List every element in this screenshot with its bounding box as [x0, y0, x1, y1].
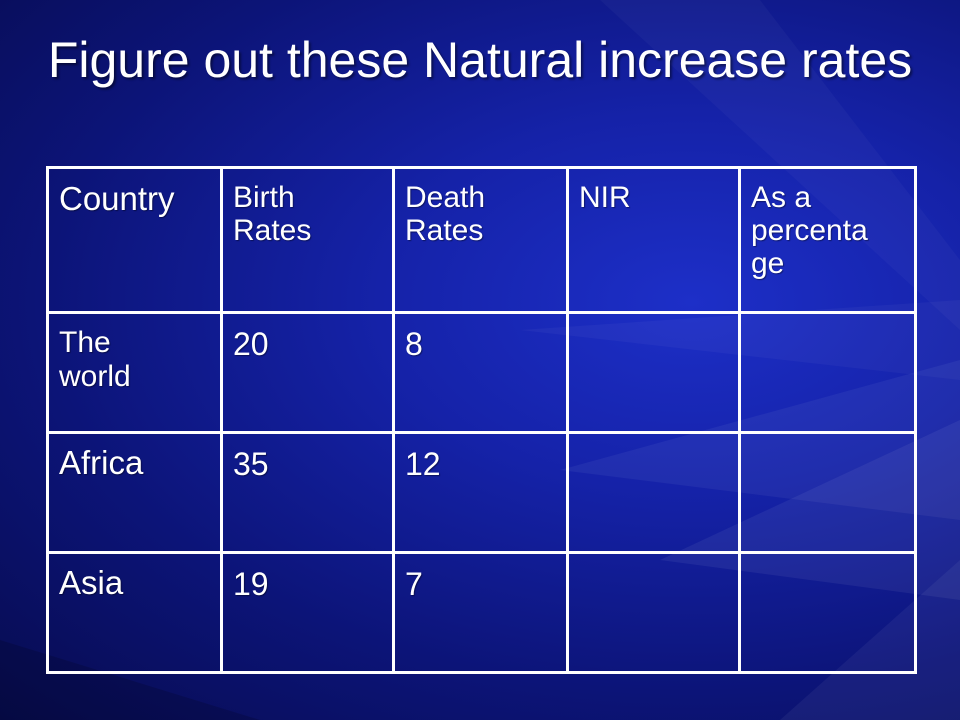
table-row: Asia 19 7: [46, 551, 917, 674]
cell-death-rate: 12: [392, 431, 569, 554]
header-death-line-1: Death: [405, 181, 486, 214]
cell-country-line-2: world: [59, 360, 131, 393]
header-country: Country: [46, 166, 223, 314]
header-nir: NIR: [566, 166, 741, 314]
cell-percentage: [738, 431, 917, 554]
cell-percentage: [738, 311, 917, 434]
header-birth-line-2: Rates: [233, 214, 312, 247]
header-pct-line-3: ge: [751, 247, 785, 280]
cell-birth-rate: 20: [220, 311, 395, 434]
table-row: The world 20 8: [46, 311, 917, 434]
header-death-rates: Death Rates: [392, 166, 569, 314]
cell-country: Africa: [46, 431, 223, 554]
header-percentage: As a percenta ge: [738, 166, 917, 314]
cell-nir: [566, 431, 741, 554]
cell-country: The world: [46, 311, 223, 434]
header-death-line-2: Rates: [405, 214, 484, 247]
table-row: Africa 35 12: [46, 431, 917, 554]
natural-increase-table: Country Birth Rates Death Rates NIR As a pe…: [46, 166, 917, 674]
header-birth-rates: Birth Rates: [220, 166, 395, 314]
cell-nir: [566, 311, 741, 434]
header-pct-line-1: As a: [751, 181, 812, 214]
header-birth-line-1: Birth: [233, 181, 295, 214]
cell-nir: [566, 551, 741, 674]
cell-country-line-1: The: [59, 326, 111, 359]
slide-title: Figure out these Natural increase rates: [47, 32, 913, 88]
header-country-label: Country: [59, 180, 175, 217]
header-pct-line-2: percenta: [751, 214, 868, 247]
cell-death-rate: 7: [392, 551, 569, 674]
cell-percentage: [738, 551, 917, 674]
cell-country: Asia: [46, 551, 223, 674]
cell-birth-rate: 35: [220, 431, 395, 554]
table-header-row: Country Birth Rates Death Rates NIR As a pe…: [46, 166, 917, 314]
cell-death-rate: 8: [392, 311, 569, 434]
cell-birth-rate: 19: [220, 551, 395, 674]
header-nir-label: NIR: [579, 181, 631, 214]
